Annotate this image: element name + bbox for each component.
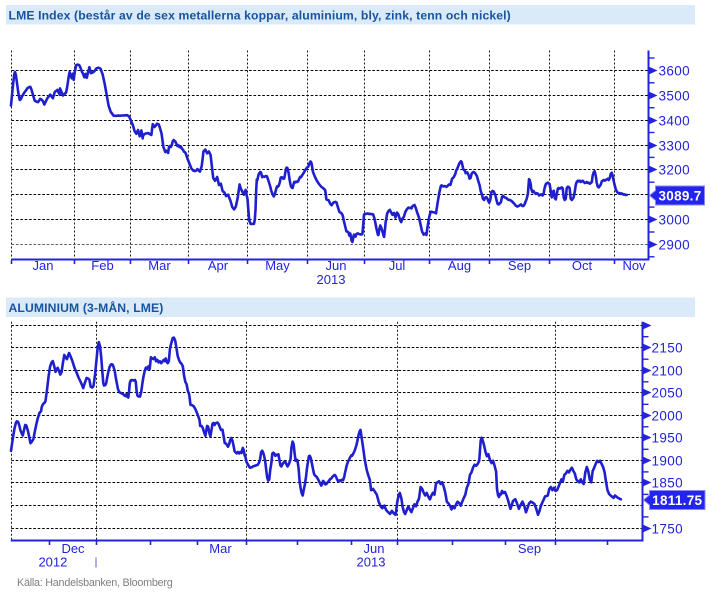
svg-text:Sep: Sep (518, 541, 541, 556)
svg-text:LME Index (består av de sex me: LME Index (består av de sex metallerna k… (9, 8, 511, 22)
svg-text:Oct: Oct (572, 258, 593, 273)
svg-text:Källa: Handelsbanken, Bloomber: Källa: Handelsbanken, Bloomberg (17, 577, 173, 589)
svg-text:2050: 2050 (652, 385, 683, 400)
svg-text:3000: 3000 (659, 212, 690, 227)
svg-text:2900: 2900 (659, 237, 690, 252)
svg-text:Aug: Aug (448, 258, 471, 273)
svg-text:1850: 1850 (652, 475, 683, 490)
svg-text:Sep: Sep (508, 258, 531, 273)
svg-text:2100: 2100 (652, 363, 683, 378)
svg-text:1811.75: 1811.75 (652, 493, 702, 508)
svg-text:Mar: Mar (148, 258, 171, 273)
svg-text:Jan: Jan (33, 258, 54, 273)
svg-text:2000: 2000 (652, 408, 683, 423)
svg-text:1900: 1900 (652, 453, 683, 468)
svg-text:3089.7: 3089.7 (658, 188, 701, 203)
svg-text:1750: 1750 (652, 521, 683, 536)
svg-text:Jun: Jun (364, 541, 385, 556)
svg-text:3300: 3300 (659, 138, 690, 153)
svg-text:Dec: Dec (61, 541, 85, 556)
svg-text:3400: 3400 (659, 113, 690, 128)
svg-text:Mar: Mar (209, 541, 232, 556)
svg-text:2012: 2012 (38, 555, 67, 570)
svg-text:2013: 2013 (357, 555, 386, 570)
svg-text:2150: 2150 (652, 340, 683, 355)
svg-text:1950: 1950 (652, 430, 683, 445)
svg-text:Jul: Jul (389, 258, 406, 273)
svg-text:May: May (265, 258, 290, 273)
svg-text:3600: 3600 (659, 63, 690, 78)
svg-text:3500: 3500 (659, 88, 690, 103)
svg-text:Apr: Apr (208, 258, 229, 273)
svg-text:ALUMINIUM (3-MÅN, LME): ALUMINIUM (3-MÅN, LME) (9, 300, 164, 315)
svg-text:2013: 2013 (317, 272, 346, 287)
svg-text:Jun: Jun (326, 258, 347, 273)
svg-text:3200: 3200 (659, 162, 690, 177)
svg-text:Nov: Nov (622, 258, 646, 273)
svg-text:Feb: Feb (91, 258, 113, 273)
